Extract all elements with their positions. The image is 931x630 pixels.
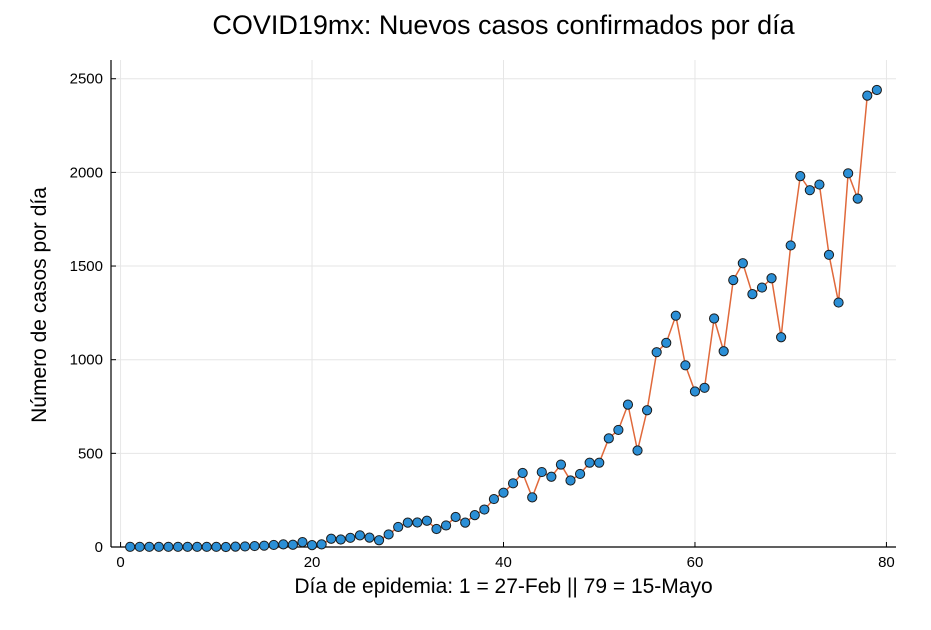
x-tick-label: 0 <box>116 554 124 571</box>
data-point <box>354 530 366 541</box>
data-point <box>373 535 385 546</box>
data-point <box>297 537 308 548</box>
data-point <box>393 521 404 533</box>
data-point <box>574 468 586 480</box>
y-tick-label: 2500 <box>70 71 103 88</box>
data-point <box>316 539 327 550</box>
data-point <box>756 282 768 293</box>
data-point <box>201 541 212 552</box>
data-point <box>335 534 346 545</box>
data-point <box>632 445 643 456</box>
data-point <box>594 457 605 468</box>
data-point <box>804 185 815 196</box>
data-point <box>479 504 490 515</box>
x-tick-label: 80 <box>878 554 895 571</box>
data-point <box>622 399 634 410</box>
data-point <box>440 520 452 531</box>
data-point <box>153 541 164 552</box>
data-point <box>661 337 672 348</box>
data-point <box>163 541 174 552</box>
data-point <box>795 171 806 182</box>
x-tick-label: 60 <box>687 554 704 571</box>
y-tick-label: 2000 <box>70 164 103 181</box>
data-point <box>651 347 662 358</box>
data-point <box>211 541 222 552</box>
data-point <box>852 193 863 204</box>
x-axis-label: Día de epidemia: 1 = 27-Feb || 79 = 15-M… <box>294 575 713 598</box>
data-point <box>287 539 298 550</box>
data-point <box>546 471 557 482</box>
data-point <box>125 541 136 552</box>
data-point <box>134 541 145 552</box>
data-point <box>843 168 854 179</box>
data-point <box>718 346 729 357</box>
data-point <box>249 540 260 552</box>
data-point <box>833 297 844 308</box>
data-point <box>584 457 595 468</box>
data-point <box>498 487 509 498</box>
data-point <box>785 240 796 251</box>
data-point <box>402 517 413 528</box>
data-point <box>182 541 193 552</box>
y-tick-label: 500 <box>78 445 103 462</box>
y-tick-label: 0 <box>95 539 103 556</box>
data-point <box>747 289 758 300</box>
data-point <box>527 492 538 503</box>
data-point <box>469 510 480 521</box>
data-point <box>565 475 576 486</box>
data-point <box>421 515 433 526</box>
data-point <box>230 541 241 552</box>
data-point <box>670 310 681 321</box>
y-tick-label: 1000 <box>70 352 103 369</box>
data-point <box>689 386 701 397</box>
data-point <box>871 84 882 96</box>
data-point <box>699 382 710 393</box>
data-point <box>603 433 614 444</box>
y-tick-label: 1500 <box>70 258 103 275</box>
data-point <box>259 540 270 551</box>
data-point <box>431 523 442 535</box>
data-point <box>220 541 231 553</box>
data-point <box>555 459 567 470</box>
data-point <box>814 179 825 190</box>
data-point <box>345 532 356 543</box>
data-point <box>144 541 155 552</box>
data-point <box>278 539 289 550</box>
data-point <box>507 478 519 489</box>
data-point <box>326 533 337 544</box>
data-point <box>383 529 394 540</box>
data-point <box>450 511 461 523</box>
data-point <box>517 467 528 479</box>
data-point <box>823 249 835 260</box>
data-point <box>728 274 739 286</box>
data-point <box>172 541 184 552</box>
y-axis-label: Número de casos por día <box>28 187 51 423</box>
chart-title: COVID19mx: Nuevos casos confirmados por … <box>212 10 795 40</box>
data-point <box>737 258 748 269</box>
x-tick-label: 40 <box>495 554 512 571</box>
data-point <box>412 517 423 528</box>
x-tick-label: 20 <box>304 554 321 571</box>
data-point <box>766 273 777 284</box>
data-point <box>306 540 318 551</box>
data-point <box>709 313 720 324</box>
data-point <box>613 424 624 436</box>
data-point <box>536 466 547 478</box>
data-point <box>239 541 251 552</box>
data-point <box>680 360 691 371</box>
data-point <box>488 493 500 505</box>
data-point <box>268 539 279 551</box>
data-point <box>862 90 873 101</box>
data-point <box>641 405 653 416</box>
data-point <box>192 541 203 552</box>
data-point <box>364 532 375 543</box>
data-point <box>776 332 787 343</box>
data-point <box>460 517 471 528</box>
